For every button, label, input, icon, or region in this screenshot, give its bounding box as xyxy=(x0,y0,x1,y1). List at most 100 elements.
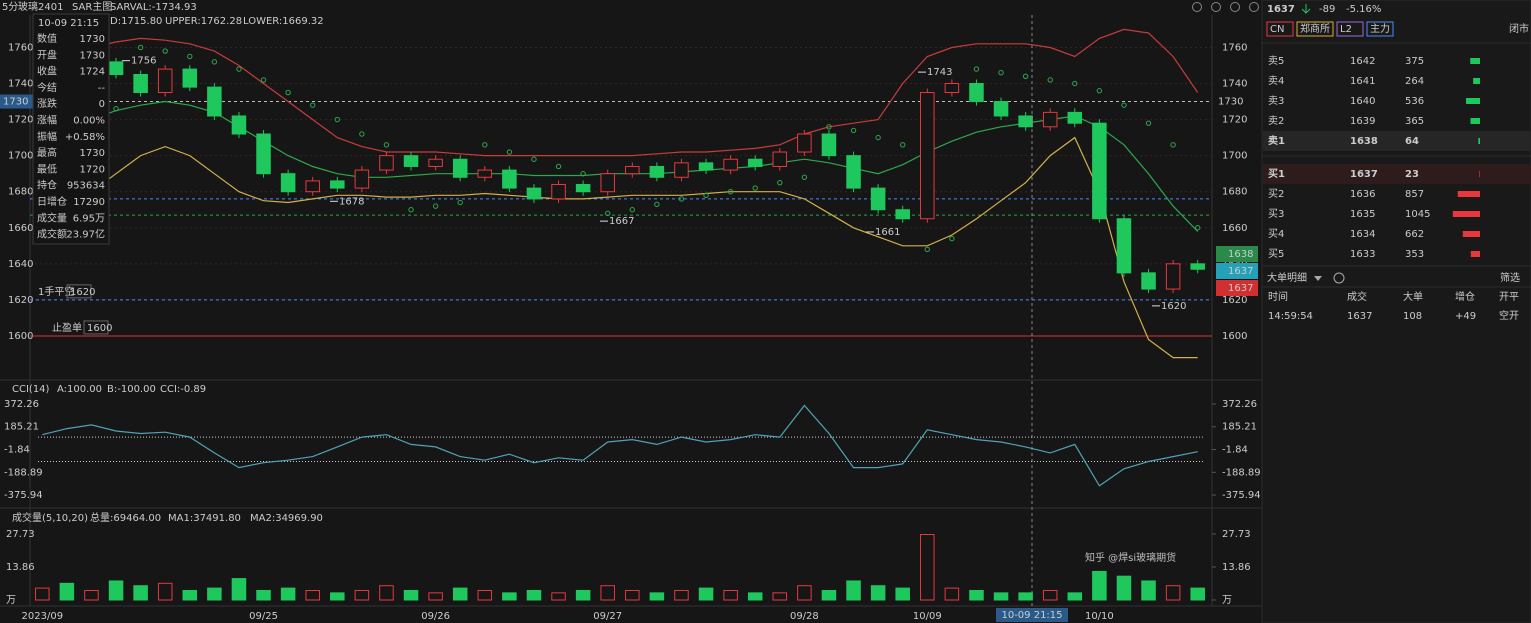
info-label: 开盘 xyxy=(37,48,57,61)
x-tick-label: 09/25 xyxy=(249,611,278,622)
candle-body xyxy=(256,133,271,175)
toolbar-icons[interactable] xyxy=(1192,2,1259,12)
sar-dot xyxy=(850,127,857,134)
volume-bar xyxy=(330,592,345,601)
candle-body xyxy=(1092,122,1107,220)
info-value: 1724 xyxy=(80,67,105,78)
candle-body xyxy=(280,173,296,193)
candle-body xyxy=(182,68,198,88)
trades-title: 大单明细 xyxy=(1267,271,1307,284)
sar-dot xyxy=(949,235,955,242)
order-label: 1手平空 xyxy=(38,285,74,298)
book-price: 1642 xyxy=(1350,56,1375,67)
book-price: 1635 xyxy=(1350,209,1375,220)
book-price: 1633 xyxy=(1350,249,1375,260)
book-bar xyxy=(1462,231,1480,237)
volume-bar xyxy=(944,587,960,601)
price-tag-label: 1730 xyxy=(3,97,28,108)
volume-bar xyxy=(993,592,1009,601)
book-qty: 264 xyxy=(1405,76,1424,87)
book-qty: 662 xyxy=(1405,229,1424,240)
zoom-out[interactable] xyxy=(1211,2,1221,12)
candle-body xyxy=(920,92,935,220)
info-label: 数值 xyxy=(37,32,57,45)
sar-dot xyxy=(777,179,783,186)
book-label: 买1 xyxy=(1268,168,1285,180)
sar-dot xyxy=(482,142,488,148)
panel-legend: MA2:34969.90 xyxy=(250,513,323,524)
info-value: 953634 xyxy=(67,181,105,192)
y-tick-label: 1720 xyxy=(1222,115,1247,126)
y-tick-label: 1620 xyxy=(1222,295,1247,306)
trade-cell: +49 xyxy=(1455,311,1476,322)
reset[interactable] xyxy=(1230,2,1240,12)
extreme-label: 1667 xyxy=(609,216,634,227)
book-price: 1634 xyxy=(1350,229,1375,240)
y-tick-label: 1680 xyxy=(1222,187,1247,198)
candle-body xyxy=(502,169,517,189)
sar-dot xyxy=(752,185,758,191)
y-tick-label: 1700 xyxy=(8,151,33,162)
order-box xyxy=(66,284,92,299)
price-tag-label: 1730 xyxy=(1218,97,1243,108)
filter[interactable]: 筛选 xyxy=(1500,271,1520,284)
info-label: 今结 xyxy=(37,81,57,94)
volume-bar xyxy=(649,592,665,601)
volume-bar xyxy=(1018,592,1033,601)
volume-bar xyxy=(84,589,99,601)
candle-body xyxy=(305,180,320,193)
info-label: 最高 xyxy=(37,146,57,159)
y-tick-label: 27.73 xyxy=(6,529,35,540)
book-qty: 375 xyxy=(1405,56,1424,67)
book-bar xyxy=(1470,118,1480,124)
candle-body xyxy=(846,155,861,189)
candle-body xyxy=(797,133,812,153)
volume-bar xyxy=(821,589,837,601)
candle-body xyxy=(354,169,370,189)
info-label: 收盘 xyxy=(37,65,57,78)
y-tick-label: 372.26 xyxy=(4,399,39,410)
settings xyxy=(1333,272,1345,284)
candle-body xyxy=(428,158,443,167)
sar-dot xyxy=(801,174,808,180)
lower-value: LOWER:1669.32 xyxy=(243,16,324,27)
candle-body xyxy=(452,158,468,178)
y-tick-label: 1660 xyxy=(1222,223,1247,234)
volume-bar xyxy=(1190,587,1205,601)
sar-dot xyxy=(457,199,463,206)
candle-body xyxy=(1141,272,1156,290)
tag xyxy=(1296,21,1334,37)
trade-cell: 空开 xyxy=(1499,309,1519,322)
y-tick-label: 185.21 xyxy=(4,422,39,433)
price-tag xyxy=(0,94,36,109)
candle-body xyxy=(993,101,1009,117)
info-label: 持仓 xyxy=(37,179,57,192)
info-value: 0.00% xyxy=(73,116,105,127)
sar-dot xyxy=(1121,102,1127,108)
extreme-label: 1756 xyxy=(131,56,156,67)
mid-value: D:1715.80 xyxy=(110,16,162,27)
order-label: 止盈单 xyxy=(52,322,82,334)
zoom-in[interactable] xyxy=(1192,2,1202,12)
book-bar xyxy=(1470,58,1480,64)
indicator: SAR主图 xyxy=(72,1,112,13)
book-label: 买5 xyxy=(1268,248,1284,260)
extreme-label: 1620 xyxy=(1161,301,1186,312)
x-tick-label: 09/26 xyxy=(421,611,450,622)
column-header: 成交 xyxy=(1347,290,1367,303)
book-label: 买4 xyxy=(1268,228,1284,240)
y-tick-label: 27.73 xyxy=(1222,529,1251,540)
book-price: 1639 xyxy=(1350,116,1375,127)
add[interactable] xyxy=(1249,2,1259,12)
candle-body xyxy=(600,173,615,193)
info-label: 涨幅 xyxy=(37,114,57,127)
y-tick-label: 1620 xyxy=(8,295,33,306)
info-value: 1730 xyxy=(80,34,105,45)
tag xyxy=(1266,21,1294,37)
y-tick-label: -375.94 xyxy=(1222,490,1261,501)
sar-dot xyxy=(211,59,218,65)
book-qty: 23 xyxy=(1405,169,1419,180)
trade-cell: 14:59:54 xyxy=(1268,311,1313,322)
sar-dot xyxy=(162,48,168,54)
info-time: 10-09 21:15 xyxy=(38,18,99,29)
